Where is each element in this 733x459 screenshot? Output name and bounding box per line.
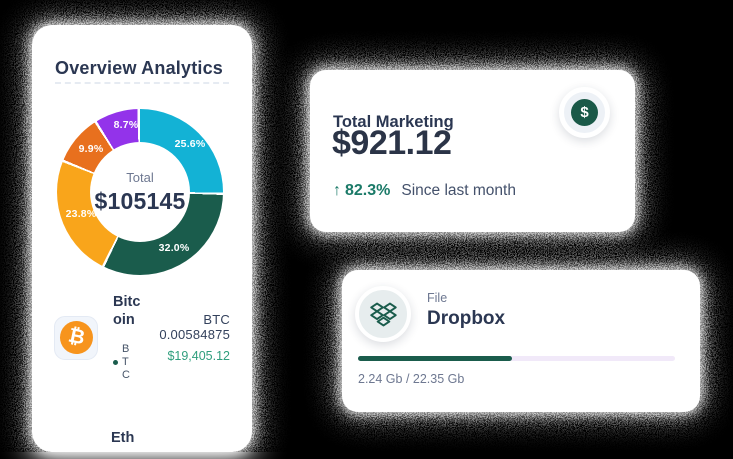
donut-segment-label: 32.0%: [158, 242, 190, 254]
donut-segment-label: 9.9%: [78, 143, 104, 155]
donut-total-value: $105145: [94, 187, 186, 214]
donut-segment-label: 25.6%: [174, 138, 206, 150]
card-title: Overview Analytics: [55, 57, 224, 78]
up-arrow-icon: ↑: [333, 182, 341, 199]
asset-name: Bitcoin: [113, 294, 141, 328]
bitcoin-icon: ₿: [54, 315, 98, 360]
file-category-label: File: [427, 291, 448, 305]
asset-fiat-value: $19,405.12: [167, 349, 230, 363]
delta-value: ↑ 82.3%: [333, 182, 390, 200]
marketing-amount: $921.12: [332, 124, 452, 162]
asset-ticker: BTC: [113, 343, 141, 382]
asset-row-eth[interactable]: Eth: [54, 429, 230, 447]
asset-name: Eth: [111, 430, 135, 446]
dropbox-file-card[interactable]: File Dropbox 2.24 Gb / 22.35 Gb: [342, 270, 700, 412]
asset-amount: BTC 0.00584875: [159, 312, 230, 342]
progress-fill: [358, 356, 513, 361]
donut-center: Total $105145: [90, 142, 190, 242]
overview-analytics-card: Overview Analytics 25.6% 32.0% 23.8% 9.9…: [32, 25, 252, 452]
bullet-dot-icon: [113, 360, 118, 365]
asset-row-bitcoin[interactable]: ₿ Bitcoin BTC BTC 0.00584875 $19,405.12: [54, 293, 230, 382]
dollar-icon: $: [559, 87, 610, 138]
delta-caption: Since last month: [401, 182, 516, 199]
total-marketing-card: Total Marketing $921.12 ↑ 82.3% Since la…: [310, 70, 635, 232]
dropbox-icon: [355, 286, 411, 342]
donut-segment-label: 23.8%: [65, 208, 97, 220]
ticker-label: BTC: [122, 343, 130, 381]
storage-progress-bar: [358, 356, 675, 361]
file-service-name: Dropbox: [427, 308, 506, 329]
donut-total-label: Total: [126, 169, 154, 185]
storage-usage-text: 2.24 Gb / 22.35 Gb: [358, 372, 465, 386]
donut-segment-label: 8.7%: [113, 119, 139, 131]
donut-chart: 25.6% 32.0% 23.8% 9.9% 8.7% Total $10514…: [57, 109, 223, 275]
delta-percent: 82.3%: [345, 182, 391, 199]
dashed-divider: [55, 82, 229, 84]
